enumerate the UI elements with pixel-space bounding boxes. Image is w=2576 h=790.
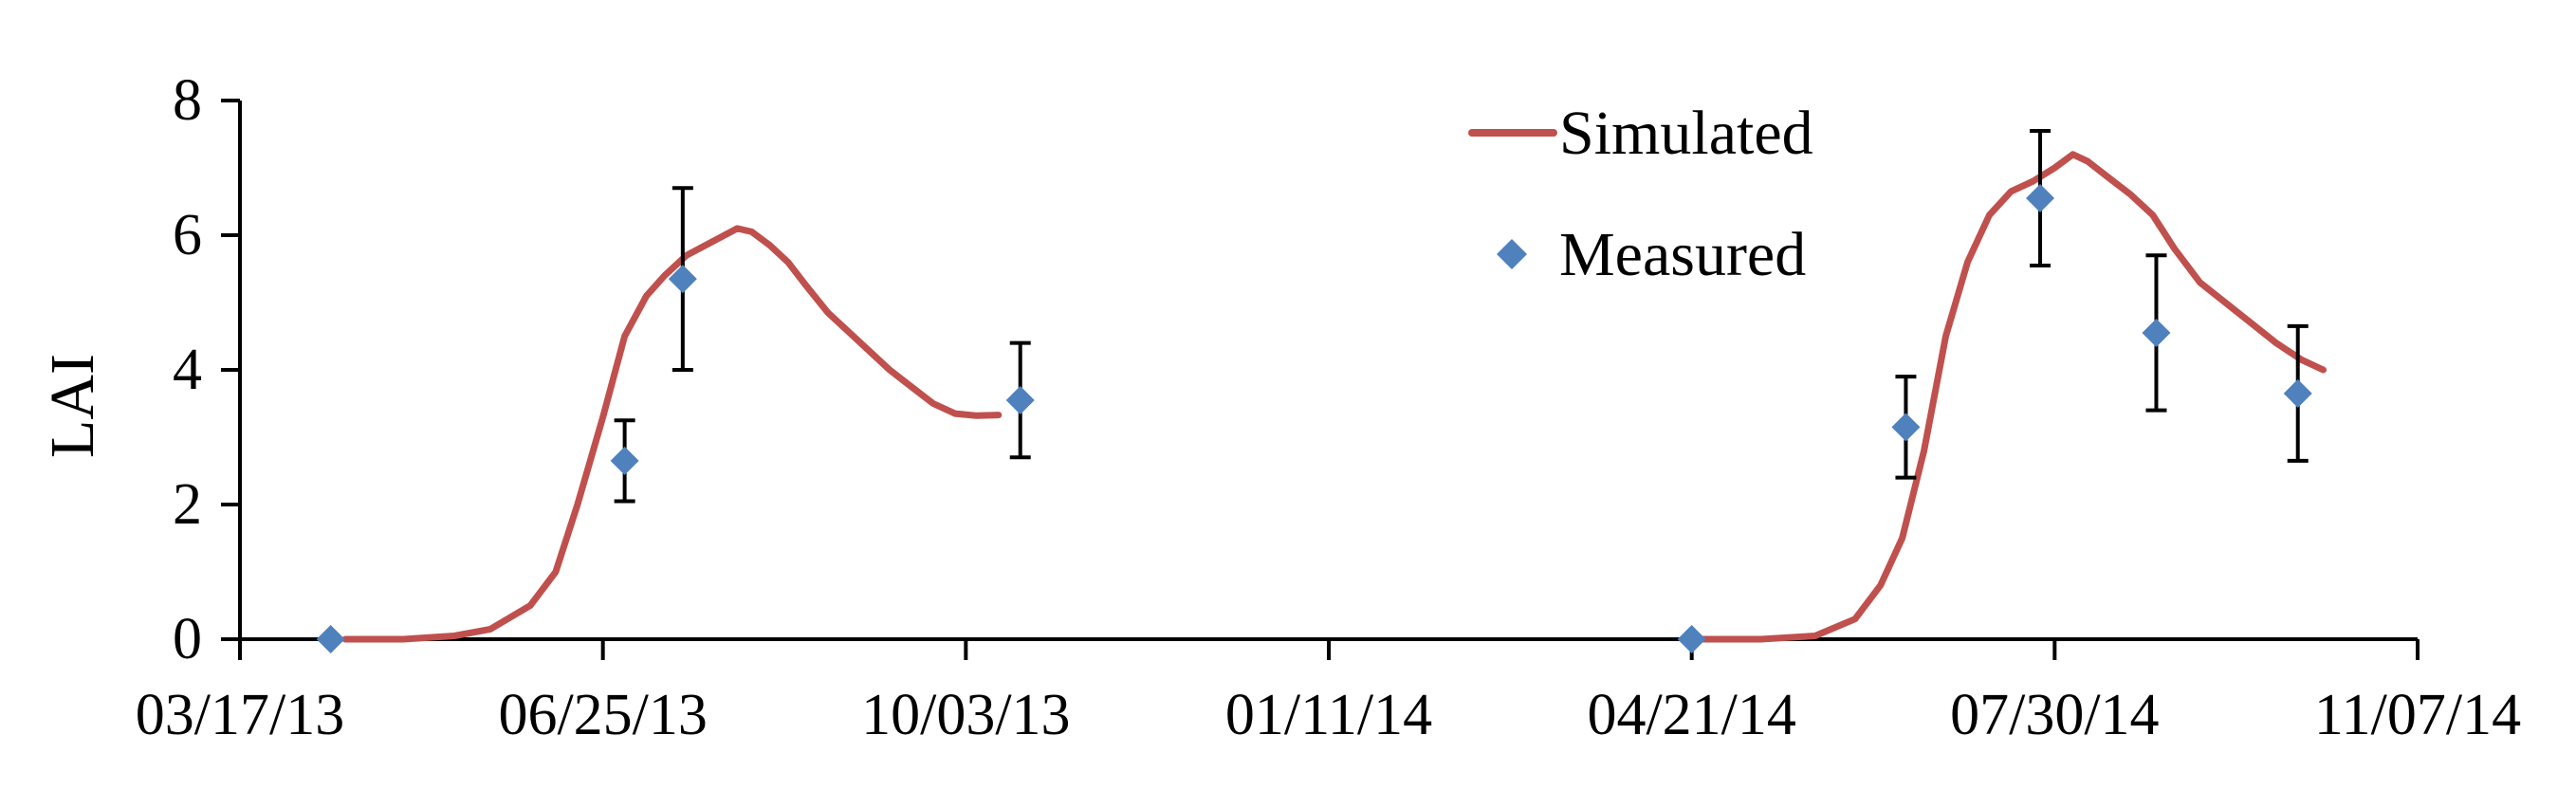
- x-tick-label: 10/03/13: [861, 683, 1070, 747]
- measured-point: [668, 265, 697, 294]
- x-tick-label: 03/17/13: [136, 683, 344, 747]
- legend-simulated-label: Simulated: [1559, 99, 1813, 168]
- simulated-series-line: [1688, 151, 2327, 643]
- x-tick-label: 06/25/13: [498, 683, 707, 747]
- legend: Simulated Measured: [1468, 99, 1813, 289]
- simulated-series-line: [341, 225, 1003, 643]
- measured-point: [316, 625, 345, 653]
- measured-point: [2283, 378, 2312, 408]
- plot-area: 0 2 4 6 8 03/17/13 06/25/13 10/03/13 01/11/14 04/…: [136, 68, 2521, 747]
- legend-measured-swatch: [1497, 239, 1527, 269]
- x-tick-label: 01/11/14: [1225, 683, 1432, 747]
- measured-point: [2026, 183, 2055, 212]
- y-tick-label: 0: [173, 607, 202, 671]
- x-tick-label: 07/30/14: [1950, 683, 2159, 747]
- y-tick-label: 6: [173, 203, 202, 267]
- measured-point: [610, 446, 639, 475]
- y-tick-label: 8: [173, 68, 202, 133]
- measured-point: [1677, 625, 1706, 653]
- measured-point: [2142, 318, 2171, 347]
- measured-point: [1891, 413, 1921, 442]
- y-tick-label: 4: [173, 338, 202, 402]
- x-tick-label: 04/21/14: [1587, 683, 1795, 747]
- y-tick-label: 2: [173, 472, 202, 537]
- y-axis-title: LAI: [38, 354, 107, 458]
- legend-measured-label: Measured: [1559, 220, 1806, 289]
- x-tick-label: 11/07/14: [2314, 683, 2521, 747]
- measured-point: [1005, 385, 1035, 414]
